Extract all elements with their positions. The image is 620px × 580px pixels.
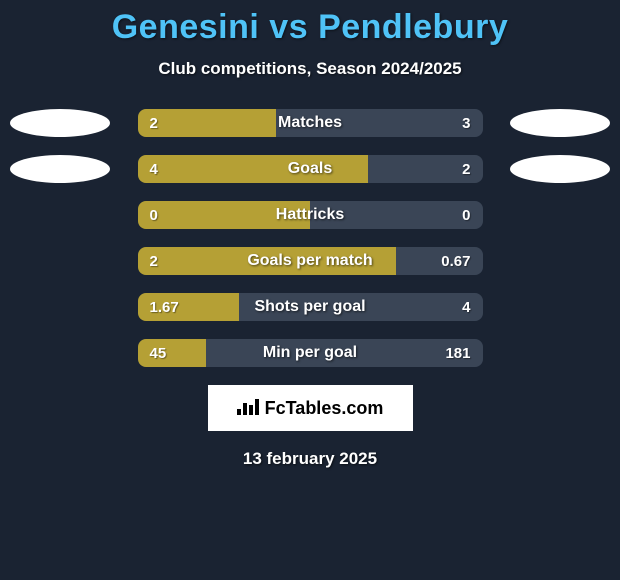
stat-row: 1.674Shots per goal: [0, 293, 620, 321]
stat-bar: 20.67Goals per match: [138, 247, 483, 275]
stat-left-value: 2: [138, 109, 276, 137]
stat-bar: 1.674Shots per goal: [138, 293, 483, 321]
stat-label: Goals per match: [247, 252, 372, 270]
player2-name: Pendlebury: [318, 8, 508, 46]
stat-label: Shots per goal: [254, 298, 365, 316]
comparison-card: Genesini vs Pendlebury Club competitions…: [0, 0, 620, 469]
player2-badge: [510, 109, 610, 137]
player1-badge: [10, 109, 110, 137]
stat-label: Hattricks: [276, 206, 344, 224]
stat-row: 45181Min per goal: [0, 339, 620, 367]
stat-row: 42 Goals: [0, 155, 620, 183]
subtitle: Club competitions, Season 2024/2025: [0, 59, 620, 79]
vs-separator: vs: [269, 8, 308, 46]
logo: FcTables.com: [237, 397, 384, 420]
stat-label: Goals: [288, 160, 332, 178]
stat-left-value: 1.67: [138, 293, 240, 321]
stat-bar: 45181Min per goal: [138, 339, 483, 367]
stat-row: 00Hattricks: [0, 201, 620, 229]
stat-bar: 00Hattricks: [138, 201, 483, 229]
date: 13 february 2025: [0, 449, 620, 469]
stat-left-value: 45: [138, 339, 207, 367]
chart-icon: [237, 397, 259, 420]
logo-text: FcTables.com: [265, 398, 384, 419]
stats-list: 23Matches42Goals00Hattricks20.67Goals pe…: [0, 109, 620, 367]
stat-row: 23Matches: [0, 109, 620, 137]
stat-bar: 23Matches: [138, 109, 483, 137]
stat-bar: 42 Goals: [138, 155, 483, 183]
player2-badge: [510, 155, 610, 183]
stat-label: Min per goal: [263, 344, 357, 362]
stat-right-value: 0.67: [396, 247, 482, 275]
stat-row: 20.67Goals per match: [0, 247, 620, 275]
page-title: Genesini vs Pendlebury: [0, 8, 620, 47]
stat-label: Matches: [278, 114, 342, 132]
logo-box: FcTables.com: [208, 385, 413, 431]
player1-name: Genesini: [112, 8, 260, 46]
player1-badge: [10, 155, 110, 183]
stat-right-value: 2: [368, 155, 483, 183]
stat-left-value: 4: [138, 155, 368, 183]
